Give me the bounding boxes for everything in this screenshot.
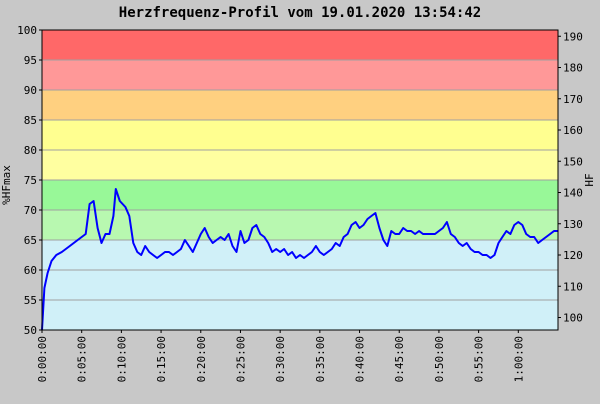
left-axis: 50 55 60 65 70 75 80 85 90 95 100 [17, 24, 42, 337]
zone-band-3 [42, 150, 558, 180]
right-tick-label-6: 160 [563, 124, 583, 137]
chart-title: Herzfrequenz-Profil vom 19.01.2020 13:54… [119, 5, 481, 21]
x-tick-label-6: 0:30:00 [274, 336, 287, 382]
right-axis: 100 110 120 130 140 150 160 170 180 190 [558, 30, 583, 325]
zone-band-1 [42, 210, 558, 240]
zone-band-6 [42, 60, 558, 90]
right-tick-label-3: 130 [563, 218, 583, 231]
x-tick-label-7: 0:35:00 [314, 336, 327, 382]
right-tick-label-7: 170 [563, 93, 583, 106]
x-tick-label-0: 0:00:00 [36, 336, 49, 382]
x-tick-label-1: 0:05:00 [76, 336, 89, 382]
hr-zones [42, 30, 558, 330]
right-tick-label-0: 100 [563, 312, 583, 325]
left-tick-label-10: 100 [17, 24, 37, 37]
left-tick-label-2: 60 [24, 264, 37, 277]
zone-band-7 [42, 30, 558, 60]
y-axis-label-left: %HFmax [0, 165, 13, 205]
x-tick-label-3: 0:15:00 [155, 336, 168, 382]
right-tick-label-5: 150 [563, 155, 583, 168]
series-layer [41, 188, 558, 331]
left-tick-label-6: 80 [24, 144, 37, 157]
x-tick-label-9: 0:45:00 [393, 336, 406, 382]
left-tick-label-0: 50 [24, 324, 37, 337]
left-tick-label-7: 85 [24, 114, 37, 127]
zone-band-4 [42, 120, 558, 150]
hr-series-line-0 [41, 188, 558, 331]
left-tick-label-4: 70 [24, 204, 37, 217]
left-tick-label-8: 90 [24, 84, 37, 97]
x-tick-label-10: 0:50:00 [433, 336, 446, 382]
x-axis: 0:00:00 0:05:00 0:10:00 0:15:00 0:20:00 0:25:… [36, 330, 525, 382]
y-axis-label-right: HF [583, 173, 596, 186]
left-tick-label-1: 55 [24, 294, 37, 307]
x-tick-label-4: 0:20:00 [195, 336, 208, 382]
zone-band-5 [42, 90, 558, 120]
x-tick-label-2: 0:10:00 [115, 336, 128, 382]
grid-lines [42, 59, 558, 301]
left-tick-label-3: 65 [24, 234, 37, 247]
x-tick-label-11: 0:55:00 [473, 336, 486, 382]
left-tick-label-9: 95 [24, 54, 37, 67]
x-tick-label-5: 0:25:00 [234, 336, 247, 382]
x-tick-label-8: 0:40:00 [354, 336, 367, 382]
left-tick-label-5: 75 [24, 174, 37, 187]
right-tick-label-8: 180 [563, 62, 583, 75]
right-tick-label-1: 110 [563, 280, 583, 293]
right-tick-label-4: 140 [563, 187, 583, 200]
zone-band-2 [42, 180, 558, 210]
right-tick-label-2: 120 [563, 249, 583, 262]
right-tick-label-9: 190 [563, 30, 583, 43]
x-tick-label-12: 1:00:00 [512, 336, 525, 382]
